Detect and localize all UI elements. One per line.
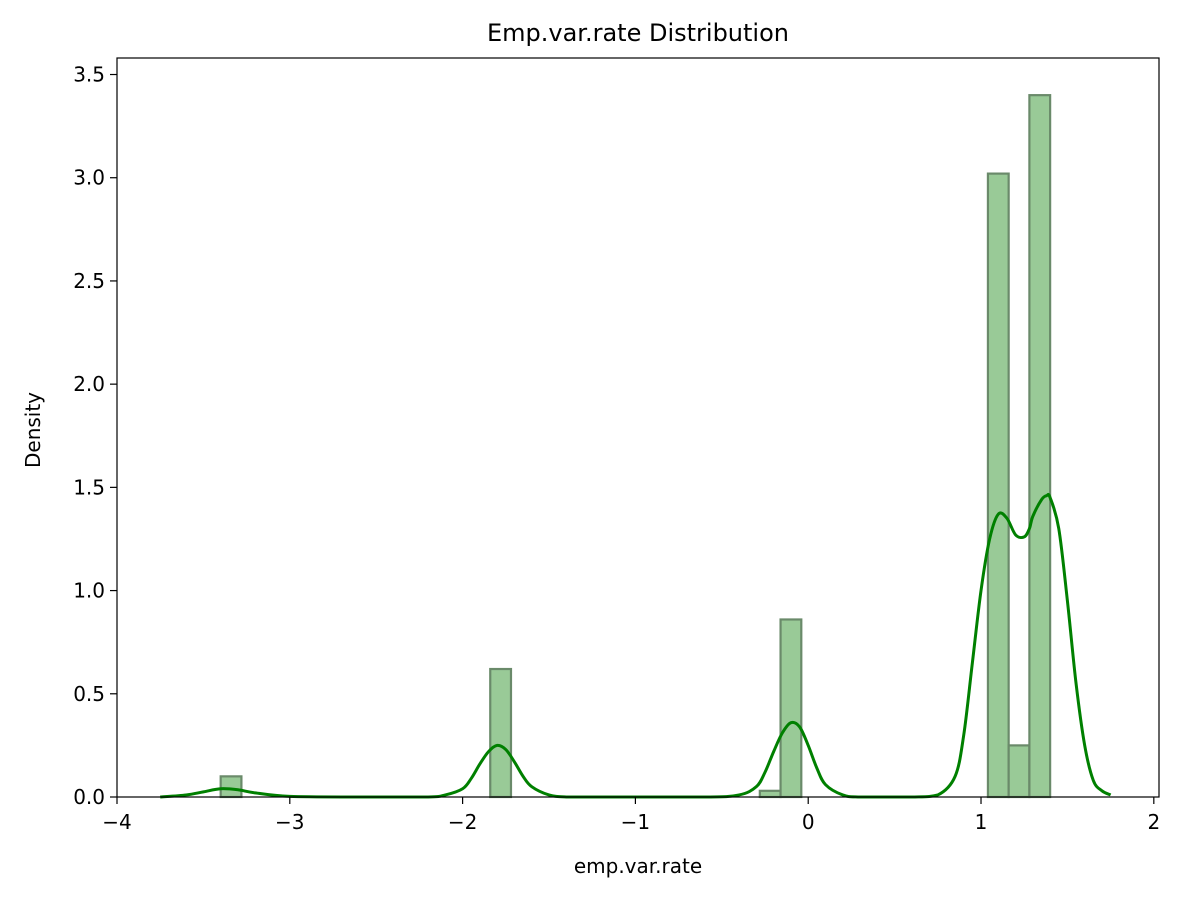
histogram-bar xyxy=(779,618,803,799)
y-tick-label: 3.5 xyxy=(73,63,105,87)
histogram-bars xyxy=(219,94,1052,799)
y-tick-label: 0.0 xyxy=(73,785,105,809)
histogram-bar xyxy=(1028,94,1052,799)
x-axis-label: emp.var.rate xyxy=(574,854,702,878)
x-tick-label: −3 xyxy=(275,810,304,834)
kde-line xyxy=(160,492,1112,799)
histogram-bar xyxy=(489,667,513,799)
y-axis-ticks: 0.0 0.5 1.0 1.5 2.0 2.5 3.0 3.5 xyxy=(73,63,117,809)
x-tick-label: −4 xyxy=(102,810,131,834)
x-axis-ticks: −4 −3 −2 −1 0 1 2 xyxy=(102,797,1160,834)
x-tick-label: 1 xyxy=(975,810,988,834)
y-tick-label: 0.5 xyxy=(73,682,105,706)
y-tick-label: 2.5 xyxy=(73,269,105,293)
y-tick-label: 2.0 xyxy=(73,372,105,396)
y-tick-label: 1.0 xyxy=(73,579,105,603)
kde-curve-layer xyxy=(160,492,1112,799)
x-tick-label: 2 xyxy=(1147,810,1160,834)
histogram-bar xyxy=(758,789,782,799)
histogram-bar xyxy=(986,172,1010,799)
x-tick-label: 0 xyxy=(802,810,815,834)
histogram-bar xyxy=(1007,744,1031,799)
chart-title: Emp.var.rate Distribution xyxy=(487,19,789,47)
plot-frame xyxy=(116,57,1160,798)
histogram-bar xyxy=(219,775,243,799)
y-tick-label: 3.0 xyxy=(73,166,105,190)
x-tick-label: −2 xyxy=(448,810,477,834)
y-tick-label: 1.5 xyxy=(73,475,105,499)
x-tick-label: −1 xyxy=(621,810,650,834)
y-axis-label: Density xyxy=(21,392,45,468)
